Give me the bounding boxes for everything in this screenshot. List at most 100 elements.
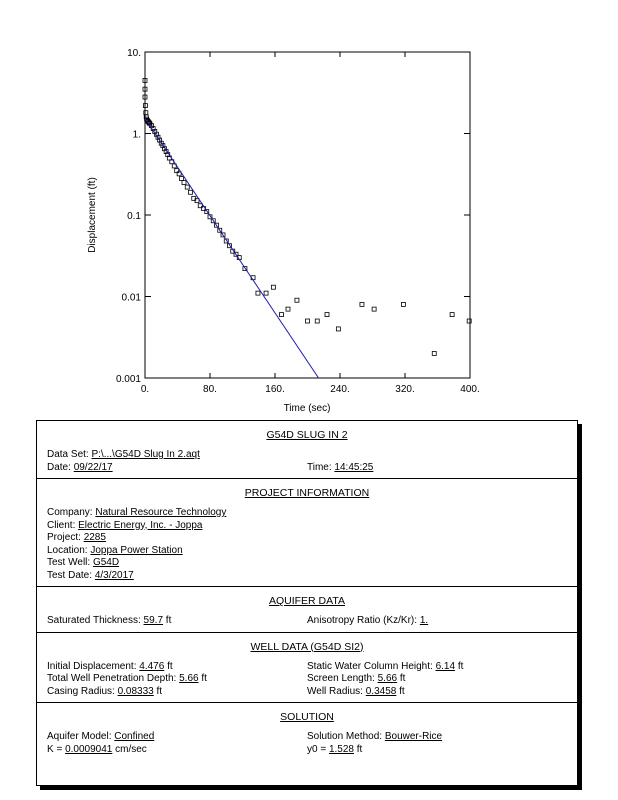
field-row: Test Date: 4/3/2017 bbox=[47, 570, 567, 583]
field-unit: cm/sec bbox=[115, 743, 147, 755]
field-unit: ft bbox=[167, 660, 173, 672]
field-label: Company: bbox=[47, 507, 93, 518]
field-label: Total Well Penetration Depth: bbox=[47, 673, 177, 684]
data-point bbox=[184, 184, 190, 190]
data-point bbox=[466, 318, 472, 324]
x-tick-label: 320. bbox=[395, 384, 414, 395]
data-point bbox=[233, 251, 239, 257]
y-tick-label: 0.01 bbox=[122, 293, 142, 304]
field-unit: ft bbox=[457, 660, 464, 672]
field: K = 0.0009041 cm/sec bbox=[47, 744, 307, 757]
data-point bbox=[305, 318, 310, 324]
y-tick-label: 0.001 bbox=[116, 374, 141, 385]
data-point bbox=[223, 238, 229, 244]
field: Total Well Penetration Depth: 5.66 ft bbox=[47, 673, 307, 686]
field-label: Static Water Column Height: bbox=[307, 660, 433, 672]
data-point bbox=[174, 168, 180, 174]
x-tick-label: 400. bbox=[460, 384, 479, 395]
field-unit: ft bbox=[156, 685, 163, 697]
field-label: Client: bbox=[47, 519, 76, 531]
data-point bbox=[263, 290, 269, 296]
data-point bbox=[400, 301, 406, 307]
field-label: Initial Displacement: bbox=[47, 660, 137, 672]
field-row: Data Set: P:\...\G54D Slug In 2.aqt bbox=[47, 449, 567, 462]
field-value: 6.14 bbox=[435, 660, 456, 672]
data-point bbox=[143, 103, 148, 108]
field: Saturated Thickness: 59.7 ft bbox=[47, 615, 307, 628]
data-point bbox=[431, 351, 437, 356]
field-value: P:\...\G54D Slug In 2.aqt bbox=[91, 449, 200, 460]
x-tick-label: 80. bbox=[203, 384, 217, 395]
field-unit: ft bbox=[201, 673, 207, 684]
field-value: Joppa Power Station bbox=[90, 544, 183, 556]
data-point bbox=[214, 222, 219, 228]
field-value: 4.476 bbox=[139, 660, 165, 672]
data-point bbox=[449, 312, 455, 317]
header-section: G54D SLUG IN 2 Data Set: P:\...\G54D Slug… bbox=[37, 421, 577, 479]
x-tick-label: 0. bbox=[141, 384, 149, 395]
field-value: 0.3458 bbox=[365, 685, 397, 697]
field: Test Date: 4/3/2017 bbox=[47, 570, 315, 583]
field-value: 4/3/2017 bbox=[94, 569, 134, 581]
field-value: 0.0009041 bbox=[65, 743, 113, 755]
data-point bbox=[371, 306, 377, 312]
field: Screen Length: 5.66 ft bbox=[307, 673, 567, 686]
y-axis-label: Displacement (ft) bbox=[87, 177, 98, 253]
field-value: 14:45:25 bbox=[334, 461, 374, 473]
field-label: y0 = bbox=[307, 743, 327, 755]
field: Well Radius: 0.3458 ft bbox=[307, 686, 567, 699]
field: Project: 2285 bbox=[47, 532, 315, 545]
data-point bbox=[217, 227, 223, 233]
field-label: Data Set: bbox=[47, 449, 89, 460]
data-point bbox=[142, 86, 148, 92]
field-value: Confined bbox=[114, 731, 155, 742]
report-section: WELL DATA (G54D SI2) Initial Displacement… bbox=[37, 633, 577, 703]
data-point bbox=[204, 209, 210, 215]
chart: Time (sec) Displacement (ft) 0. 80. 160. 24… bbox=[87, 48, 480, 414]
y-tick-label: 10. bbox=[127, 48, 141, 59]
field-row: Project: 2285 bbox=[47, 532, 567, 545]
section-heading: WELL DATA (G54D SI2) bbox=[250, 640, 364, 653]
field: Casing Radius: 0.08333 ft bbox=[47, 686, 307, 699]
field-row: Saturated Thickness: 59.7 ft Anisotropy R… bbox=[47, 615, 567, 628]
data-point bbox=[210, 218, 216, 224]
field-value: G54D bbox=[92, 557, 120, 568]
field-value: 2285 bbox=[83, 532, 106, 543]
data-point bbox=[188, 189, 193, 195]
field-value: 59.7 bbox=[143, 615, 164, 626]
field-value: Bouwer-Rice bbox=[384, 731, 443, 742]
field-label: Project: bbox=[47, 532, 81, 543]
field-value: 0.08333 bbox=[117, 685, 154, 697]
report-section: AQUIFER DATA Saturated Thickness: 59.7 ft… bbox=[37, 587, 577, 633]
field: Aquifer Model: Confined bbox=[47, 731, 307, 744]
field: Initial Displacement: 4.476 ft bbox=[47, 661, 307, 674]
data-point bbox=[324, 312, 330, 317]
field: y0 = 1.528 ft bbox=[307, 744, 567, 757]
field: Static Water Column Height: 6.14 ft bbox=[307, 661, 567, 674]
field: Time: 14:45:25 bbox=[307, 462, 567, 475]
field-unit: ft bbox=[356, 743, 363, 755]
report-section: SOLUTION Aquifer Model: Confined Solution … bbox=[37, 703, 577, 760]
data-point bbox=[227, 243, 232, 249]
field-row: Casing Radius: 0.08333 ft Well Radius: 0.… bbox=[47, 686, 567, 699]
field: Date: 09/22/17 bbox=[47, 462, 307, 475]
field-label: K = bbox=[47, 743, 63, 755]
section-heading: AQUIFER DATA bbox=[268, 595, 346, 607]
field-label: Anisotropy Ratio (Kz/Kr): bbox=[307, 615, 418, 626]
field: Client: Electric Energy, Inc. - Joppa bbox=[47, 520, 315, 533]
report-title: G54D SLUG IN 2 bbox=[266, 429, 348, 441]
field-label: Aquifer Model: bbox=[47, 731, 112, 742]
field-row: K = 0.0009041 cm/sec y0 = 1.528 ft bbox=[47, 744, 567, 757]
field-value: 1. bbox=[419, 615, 429, 626]
field-label: Test Date: bbox=[47, 569, 93, 581]
field-row: Location: Joppa Power Station bbox=[47, 545, 567, 558]
x-tick-label: 240. bbox=[330, 384, 349, 395]
data-point bbox=[181, 180, 187, 185]
field-unit: ft bbox=[165, 615, 172, 626]
data-point bbox=[285, 306, 291, 312]
field: Anisotropy Ratio (Kz/Kr): 1. bbox=[307, 615, 567, 628]
plot-frame bbox=[144, 51, 471, 379]
data-point bbox=[279, 312, 284, 317]
field-unit: ft bbox=[399, 685, 405, 697]
